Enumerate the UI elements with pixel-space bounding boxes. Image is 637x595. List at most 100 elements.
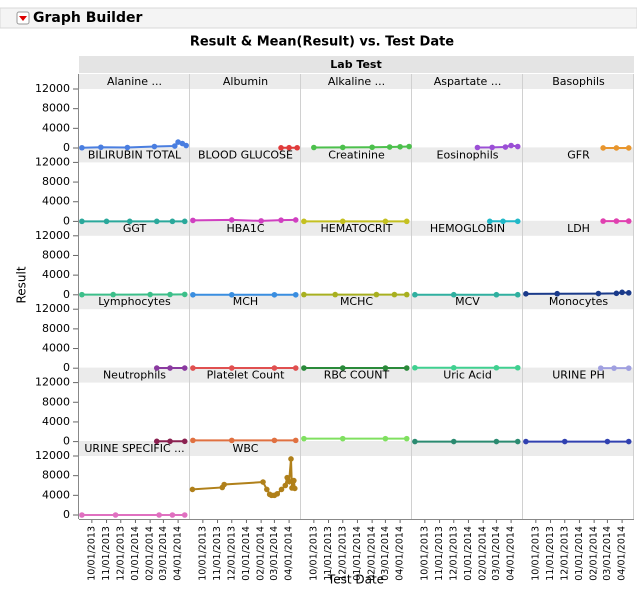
panel-title: Creatinine — [328, 148, 385, 161]
data-point — [301, 436, 307, 442]
data-point — [293, 438, 299, 444]
panel-title: Monocytes — [549, 295, 609, 308]
x-tick-label: 04/01/2014 — [395, 526, 406, 581]
data-point — [451, 439, 457, 445]
data-point — [523, 439, 529, 445]
data-point — [292, 486, 298, 492]
data-point — [170, 219, 176, 225]
panel-title: HEMOGLOBIN — [430, 222, 505, 235]
data-point — [272, 438, 278, 444]
data-point — [332, 292, 338, 298]
x-tick-label: 10/01/2013 — [530, 526, 541, 581]
data-point — [260, 479, 266, 485]
data-point — [626, 365, 632, 371]
y-tick-label: 4000 — [42, 342, 70, 355]
data-point — [278, 217, 284, 223]
x-tick-label: 01/01/2014 — [130, 526, 141, 581]
y-tick-label: 12000 — [35, 82, 70, 95]
y-tick-label: 8000 — [42, 395, 70, 408]
panel-strip — [412, 441, 522, 456]
panel-title: BILIRUBIN TOTAL — [88, 148, 182, 161]
data-point — [626, 145, 632, 151]
x-tick-label: 10/01/2013 — [308, 526, 319, 581]
x-tick-label: 02/01/2014 — [367, 526, 378, 581]
y-axis-label: Result — [15, 266, 29, 303]
y-tick-label: 4000 — [42, 488, 70, 501]
panel-title: URINE SPECIFIC ... — [84, 442, 184, 455]
data-point — [293, 292, 299, 298]
data-point — [79, 145, 85, 151]
x-tick-label: 11/01/2013 — [212, 526, 223, 581]
x-tick-label: 02/01/2014 — [478, 526, 489, 581]
x-tick-label: 10/01/2013 — [197, 526, 208, 581]
panel-title: Eosinophils — [437, 148, 499, 161]
x-tick-label: 01/01/2014 — [241, 526, 252, 581]
panel-title: Uric Acid — [443, 369, 492, 382]
data-point — [611, 365, 617, 371]
panel-title: MCH — [233, 295, 258, 308]
x-tick-label: 02/01/2014 — [145, 526, 156, 581]
data-point — [79, 512, 85, 518]
y-tick-label: 0 — [63, 435, 70, 448]
y-tick-label: 0 — [63, 214, 70, 227]
x-tick-label: 10/01/2013 — [86, 526, 97, 581]
panel-title: GGT — [123, 222, 147, 235]
data-point — [605, 439, 611, 445]
panel-strip — [301, 441, 411, 456]
data-point — [79, 292, 85, 298]
data-point — [113, 512, 119, 518]
panel-title: BLOOD GLUCOSE — [198, 148, 293, 161]
y-tick-label: 12000 — [35, 449, 70, 462]
panel-title: WBC — [233, 442, 259, 455]
y-tick-label: 8000 — [42, 322, 70, 335]
panel-strip — [523, 441, 633, 456]
data-point — [293, 365, 299, 371]
data-point — [190, 292, 196, 298]
y-tick-label: 12000 — [35, 155, 70, 168]
data-point — [392, 292, 398, 298]
data-point — [291, 478, 297, 484]
data-point — [293, 217, 299, 223]
data-point — [523, 291, 529, 297]
data-point — [626, 218, 632, 224]
y-tick-label: 8000 — [42, 469, 70, 482]
data-point — [494, 439, 500, 445]
data-point — [397, 144, 403, 150]
panel-title: Platelet Count — [207, 369, 285, 382]
y-tick-label: 4000 — [42, 415, 70, 428]
x-tick-label: 11/01/2013 — [323, 526, 334, 581]
y-tick-label: 0 — [63, 508, 70, 521]
series-line — [314, 147, 409, 148]
y-tick-label: 4000 — [42, 195, 70, 208]
data-point — [404, 365, 410, 371]
panel-title: Alkaline ... — [328, 75, 385, 88]
data-point — [170, 512, 176, 518]
data-point — [626, 290, 632, 296]
data-point — [614, 218, 620, 224]
data-point — [167, 365, 173, 371]
y-tick-label: 8000 — [42, 248, 70, 261]
y-tick-label: 0 — [63, 288, 70, 301]
window-title: Graph Builder — [33, 10, 142, 26]
data-point — [182, 219, 188, 225]
data-point — [383, 436, 389, 442]
y-tick-label: 8000 — [42, 102, 70, 115]
x-tick-label: 12/01/2013 — [448, 526, 459, 581]
data-point — [562, 439, 568, 445]
y-tick-label: 0 — [63, 361, 70, 374]
data-point — [515, 365, 521, 371]
y-tick-label: 4000 — [42, 268, 70, 281]
panel-title: GFR — [567, 148, 590, 161]
x-tick-label: 01/01/2014 — [352, 526, 363, 581]
data-point — [190, 487, 196, 493]
x-tick-label: 04/01/2014 — [284, 526, 295, 581]
x-tick-label: 03/01/2014 — [158, 526, 169, 581]
x-tick-label: 11/01/2013 — [545, 526, 556, 581]
y-tick-label: 12000 — [35, 376, 70, 389]
data-point — [190, 438, 196, 444]
facet-label: Lab Test — [330, 58, 381, 71]
data-point — [301, 292, 307, 298]
panel-title: Neutrophils — [103, 369, 166, 382]
y-tick-label: 8000 — [42, 175, 70, 188]
panel-title: Aspartate ... — [434, 75, 502, 88]
